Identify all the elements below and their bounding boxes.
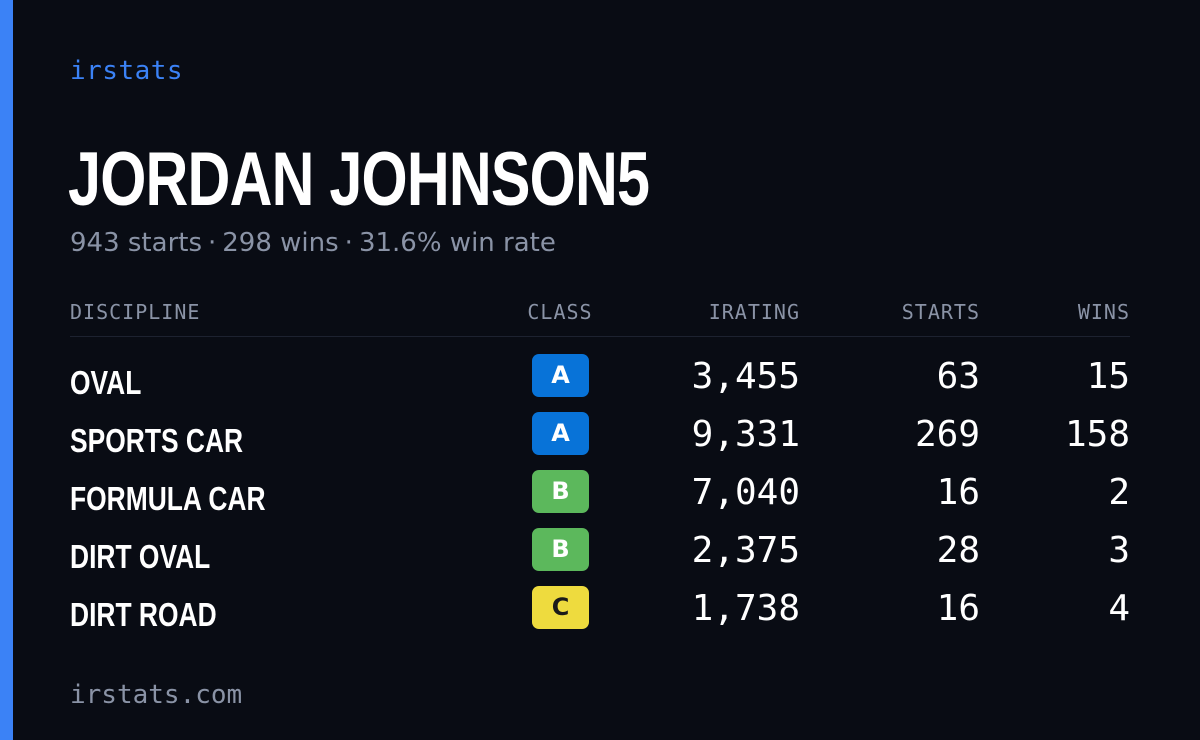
table-row: FORMULA CAR B 7,040 16 2 [70,466,1130,524]
row-discipline: OVAL [70,364,142,401]
row-irating: 3,455 [691,356,800,397]
row-starts: 28 [936,530,980,571]
summary-starts: 943 starts [70,228,202,258]
header-starts: STARTS [901,300,980,324]
class-badge: A [532,354,589,397]
discipline-table: OVAL A 3,455 63 15 SPORTS CAR A 9,331 26… [70,350,1130,640]
table-row: OVAL A 3,455 63 15 [70,350,1130,408]
row-discipline: SPORTS CAR [70,422,244,459]
row-irating: 2,375 [691,530,800,571]
header-irating: IRATING [708,300,800,324]
row-discipline: DIRT ROAD [70,596,217,633]
row-wins: 4 [1108,588,1130,629]
summary-separator: · [208,228,217,258]
summary-wins: 298 wins [222,228,339,258]
row-irating: 9,331 [691,414,800,455]
row-starts: 16 [936,588,980,629]
class-badge: B [532,470,589,513]
table-row: DIRT ROAD C 1,738 16 4 [70,582,1130,640]
row-starts: 63 [936,356,980,397]
class-badge: C [532,586,589,629]
row-starts: 16 [936,472,980,513]
class-badge: A [532,412,589,455]
footer-url: irstats.com [70,680,243,710]
table-header: DISCIPLINE CLASS IRATING STARTS WINS [70,300,1130,337]
career-summary: 943 starts · 298 wins · 31.6% win rate [70,228,556,258]
driver-name: JORDAN JOHNSON5 [68,137,650,222]
row-discipline: DIRT OVAL [70,538,211,575]
row-wins: 15 [1086,356,1130,397]
table-row: SPORTS CAR A 9,331 269 158 [70,408,1130,466]
row-discipline: FORMULA CAR [70,480,266,517]
row-irating: 1,738 [691,588,800,629]
row-irating: 7,040 [691,472,800,513]
header-class: CLASS [527,300,593,324]
accent-bar [0,0,13,740]
header-discipline: DISCIPLINE [70,300,201,324]
row-wins: 2 [1108,472,1130,513]
row-wins: 3 [1108,530,1130,571]
table-row: DIRT OVAL B 2,375 28 3 [70,524,1130,582]
summary-separator: · [344,228,353,258]
summary-win-rate: 31.6% win rate [358,228,556,258]
brand-logo: irstats [70,56,184,86]
class-badge: B [532,528,589,571]
header-wins: WINS [1077,300,1130,324]
row-wins: 158 [1064,414,1130,455]
row-starts: 269 [914,414,980,455]
